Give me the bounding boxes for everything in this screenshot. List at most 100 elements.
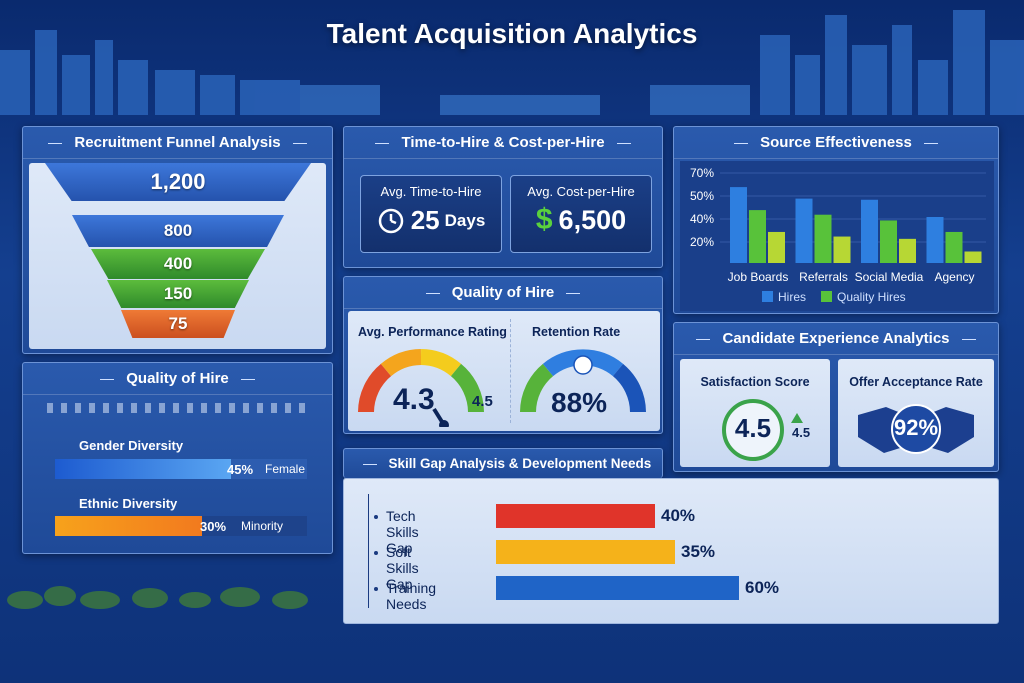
gender-diversity-tag: Female bbox=[265, 462, 306, 476]
skill-label: Tech Skills Gap bbox=[386, 508, 419, 556]
skill-bar bbox=[496, 540, 675, 564]
retention-rate-value: 88% bbox=[551, 387, 608, 418]
bullet-icon bbox=[374, 551, 378, 555]
performance-rating-label: Avg. Performance Rating bbox=[358, 325, 507, 339]
y-tick-label: 20% bbox=[690, 235, 714, 249]
clock-icon bbox=[378, 208, 403, 233]
y-tick-label: 50% bbox=[690, 189, 714, 203]
dollar-icon: $ bbox=[535, 203, 553, 236]
skill-value: 35% bbox=[681, 542, 716, 561]
bullet-icon bbox=[374, 515, 378, 519]
legend-quality-label: Quality Hires bbox=[837, 290, 906, 304]
x-tick-label: Agency bbox=[934, 270, 974, 284]
ethnic-diversity-fill bbox=[55, 516, 203, 536]
bar-job-boards-0 bbox=[730, 187, 747, 263]
funnel-value-3: 400 bbox=[163, 254, 193, 273]
time-cost-title-text: Time-to-Hire & Cost-per-Hire bbox=[401, 134, 605, 151]
bar-agency-2 bbox=[964, 251, 982, 263]
y-tick-label: 70% bbox=[690, 166, 714, 180]
ethnic-diversity-value: 30% bbox=[200, 519, 227, 534]
legend-hires-swatch bbox=[762, 291, 773, 302]
candidate-title-text: Candidate Experience Analytics bbox=[722, 330, 950, 347]
funnel-level-1: 1,200 bbox=[45, 163, 311, 201]
bar-referrals-1 bbox=[814, 214, 832, 263]
skill-label: Soft Skills Gap bbox=[386, 544, 419, 592]
source-panel-title: Source Effectiveness bbox=[674, 127, 998, 159]
bar-referrals-2 bbox=[833, 236, 851, 263]
retention-rate-label: Retention Rate bbox=[532, 325, 621, 339]
bar-job-boards-1 bbox=[749, 210, 766, 263]
quality-left-placeholder-row bbox=[47, 403, 311, 413]
gender-diversity-track: 45% Female bbox=[55, 459, 307, 479]
performance-rating-target: 4.5 bbox=[472, 393, 493, 410]
x-tick-label: Job Boards bbox=[728, 270, 789, 284]
source-effectiveness-panel: Source Effectiveness 70% 50% 40% 20% Job Boa… bbox=[673, 126, 999, 314]
bullet-icon bbox=[374, 587, 378, 591]
offer-acceptance-value: 92% bbox=[893, 415, 939, 440]
bar-social-media-0 bbox=[861, 199, 878, 263]
page-title: Talent Acquisition Analytics bbox=[326, 18, 698, 49]
offer-acceptance-label: Offer Acceptance Rate bbox=[849, 375, 983, 389]
retention-gauge bbox=[520, 349, 646, 413]
bar-agency-1 bbox=[945, 231, 963, 263]
funnel-value-2: 800 bbox=[163, 221, 193, 240]
time-to-hire-label: Avg. Time-to-Hire bbox=[380, 184, 482, 199]
bar-job-boards-2 bbox=[768, 231, 785, 263]
funnel-value-5: 75 bbox=[168, 314, 188, 333]
quality-mid-panel: Quality of Hire Avg. Performance Rating … bbox=[343, 276, 663, 434]
skill-gap-panel-title: Skill Gap Analysis & Development Needs bbox=[344, 449, 662, 479]
skill-gap-panel: Skill Gap Analysis & Development Needs bbox=[343, 448, 663, 479]
time-to-hire-card: Avg. Time-to-Hire 25 Days bbox=[360, 175, 502, 253]
satisfaction-score-label: Satisfaction Score bbox=[700, 375, 810, 389]
bar-social-media-1 bbox=[880, 220, 897, 263]
skill-bar bbox=[496, 576, 739, 600]
skill-label: Training Needs bbox=[386, 580, 437, 612]
skill-value: 40% bbox=[661, 506, 696, 525]
funnel-level-5: 75 bbox=[121, 310, 235, 338]
funnel-value-1: 1,200 bbox=[150, 169, 206, 194]
handshake-icon bbox=[858, 404, 974, 454]
satisfaction-ring bbox=[722, 399, 784, 461]
cost-per-hire-label: Avg. Cost-per-Hire bbox=[527, 184, 635, 199]
ethnic-diversity-tag: Minority bbox=[241, 519, 284, 533]
time-cost-panel: Time-to-Hire & Cost-per-Hire Avg. Time-t… bbox=[343, 126, 663, 268]
quality-mid-panel-title: Quality of Hire bbox=[344, 277, 662, 309]
x-tick-label: Referrals bbox=[799, 270, 848, 284]
skill-bar bbox=[496, 504, 655, 528]
skill-value: 60% bbox=[745, 578, 780, 597]
quality-left-title-text: Quality of Hire bbox=[126, 370, 229, 387]
gender-diversity-value: 45% bbox=[227, 462, 254, 477]
quality-mid-divider bbox=[510, 319, 511, 423]
quality-left-panel: Quality of Hire Gender Diversity 45% Fem… bbox=[22, 362, 333, 554]
bar-referrals-0 bbox=[795, 198, 813, 263]
funnel-level-3: 400 bbox=[91, 249, 265, 279]
ethnic-diversity-label: Ethnic Diversity bbox=[79, 496, 178, 511]
satisfaction-score-target: 4.5 bbox=[792, 425, 811, 440]
legend-quality-swatch bbox=[821, 291, 832, 302]
quality-mid-title-text: Quality of Hire bbox=[451, 284, 555, 301]
up-arrow-icon bbox=[791, 413, 803, 423]
skill-gap-axis bbox=[368, 494, 369, 608]
time-to-hire-value: 25 bbox=[410, 205, 440, 235]
city-skyline-background bbox=[0, 10, 1024, 115]
gender-diversity-fill bbox=[55, 459, 231, 479]
legend-hires-label: Hires bbox=[778, 290, 806, 304]
ethnic-diversity-track: 30% Minority bbox=[55, 516, 307, 536]
bar-social-media-2 bbox=[899, 238, 916, 263]
trees-decoration bbox=[7, 586, 308, 609]
cost-per-hire-card: Avg. Cost-per-Hire $ 6,500 bbox=[510, 175, 652, 253]
x-tick-label: Social Media bbox=[855, 270, 924, 284]
funnel-panel: Recruitment Funnel Analysis 1,200 800 40… bbox=[22, 126, 333, 354]
bar-agency-0 bbox=[926, 217, 944, 263]
candidate-experience-panel: Candidate Experience Analytics Satisfact… bbox=[673, 322, 999, 472]
performance-gauge bbox=[358, 349, 484, 427]
gender-diversity-label: Gender Diversity bbox=[79, 438, 184, 453]
funnel-title-text: Recruitment Funnel Analysis bbox=[74, 134, 281, 151]
funnel-level-2: 800 bbox=[72, 215, 284, 247]
funnel-value-4: 150 bbox=[163, 284, 193, 303]
funnel-level-4: 150 bbox=[107, 280, 249, 308]
source-effectiveness-chart: 70% 50% 40% 20% Job Boards Referrals Social Me… bbox=[680, 161, 994, 311]
y-tick-label: 40% bbox=[690, 212, 714, 226]
skill-gap-title-text: Skill Gap Analysis & Development Needs bbox=[388, 456, 652, 471]
funnel-panel-title: Recruitment Funnel Analysis bbox=[23, 127, 332, 159]
